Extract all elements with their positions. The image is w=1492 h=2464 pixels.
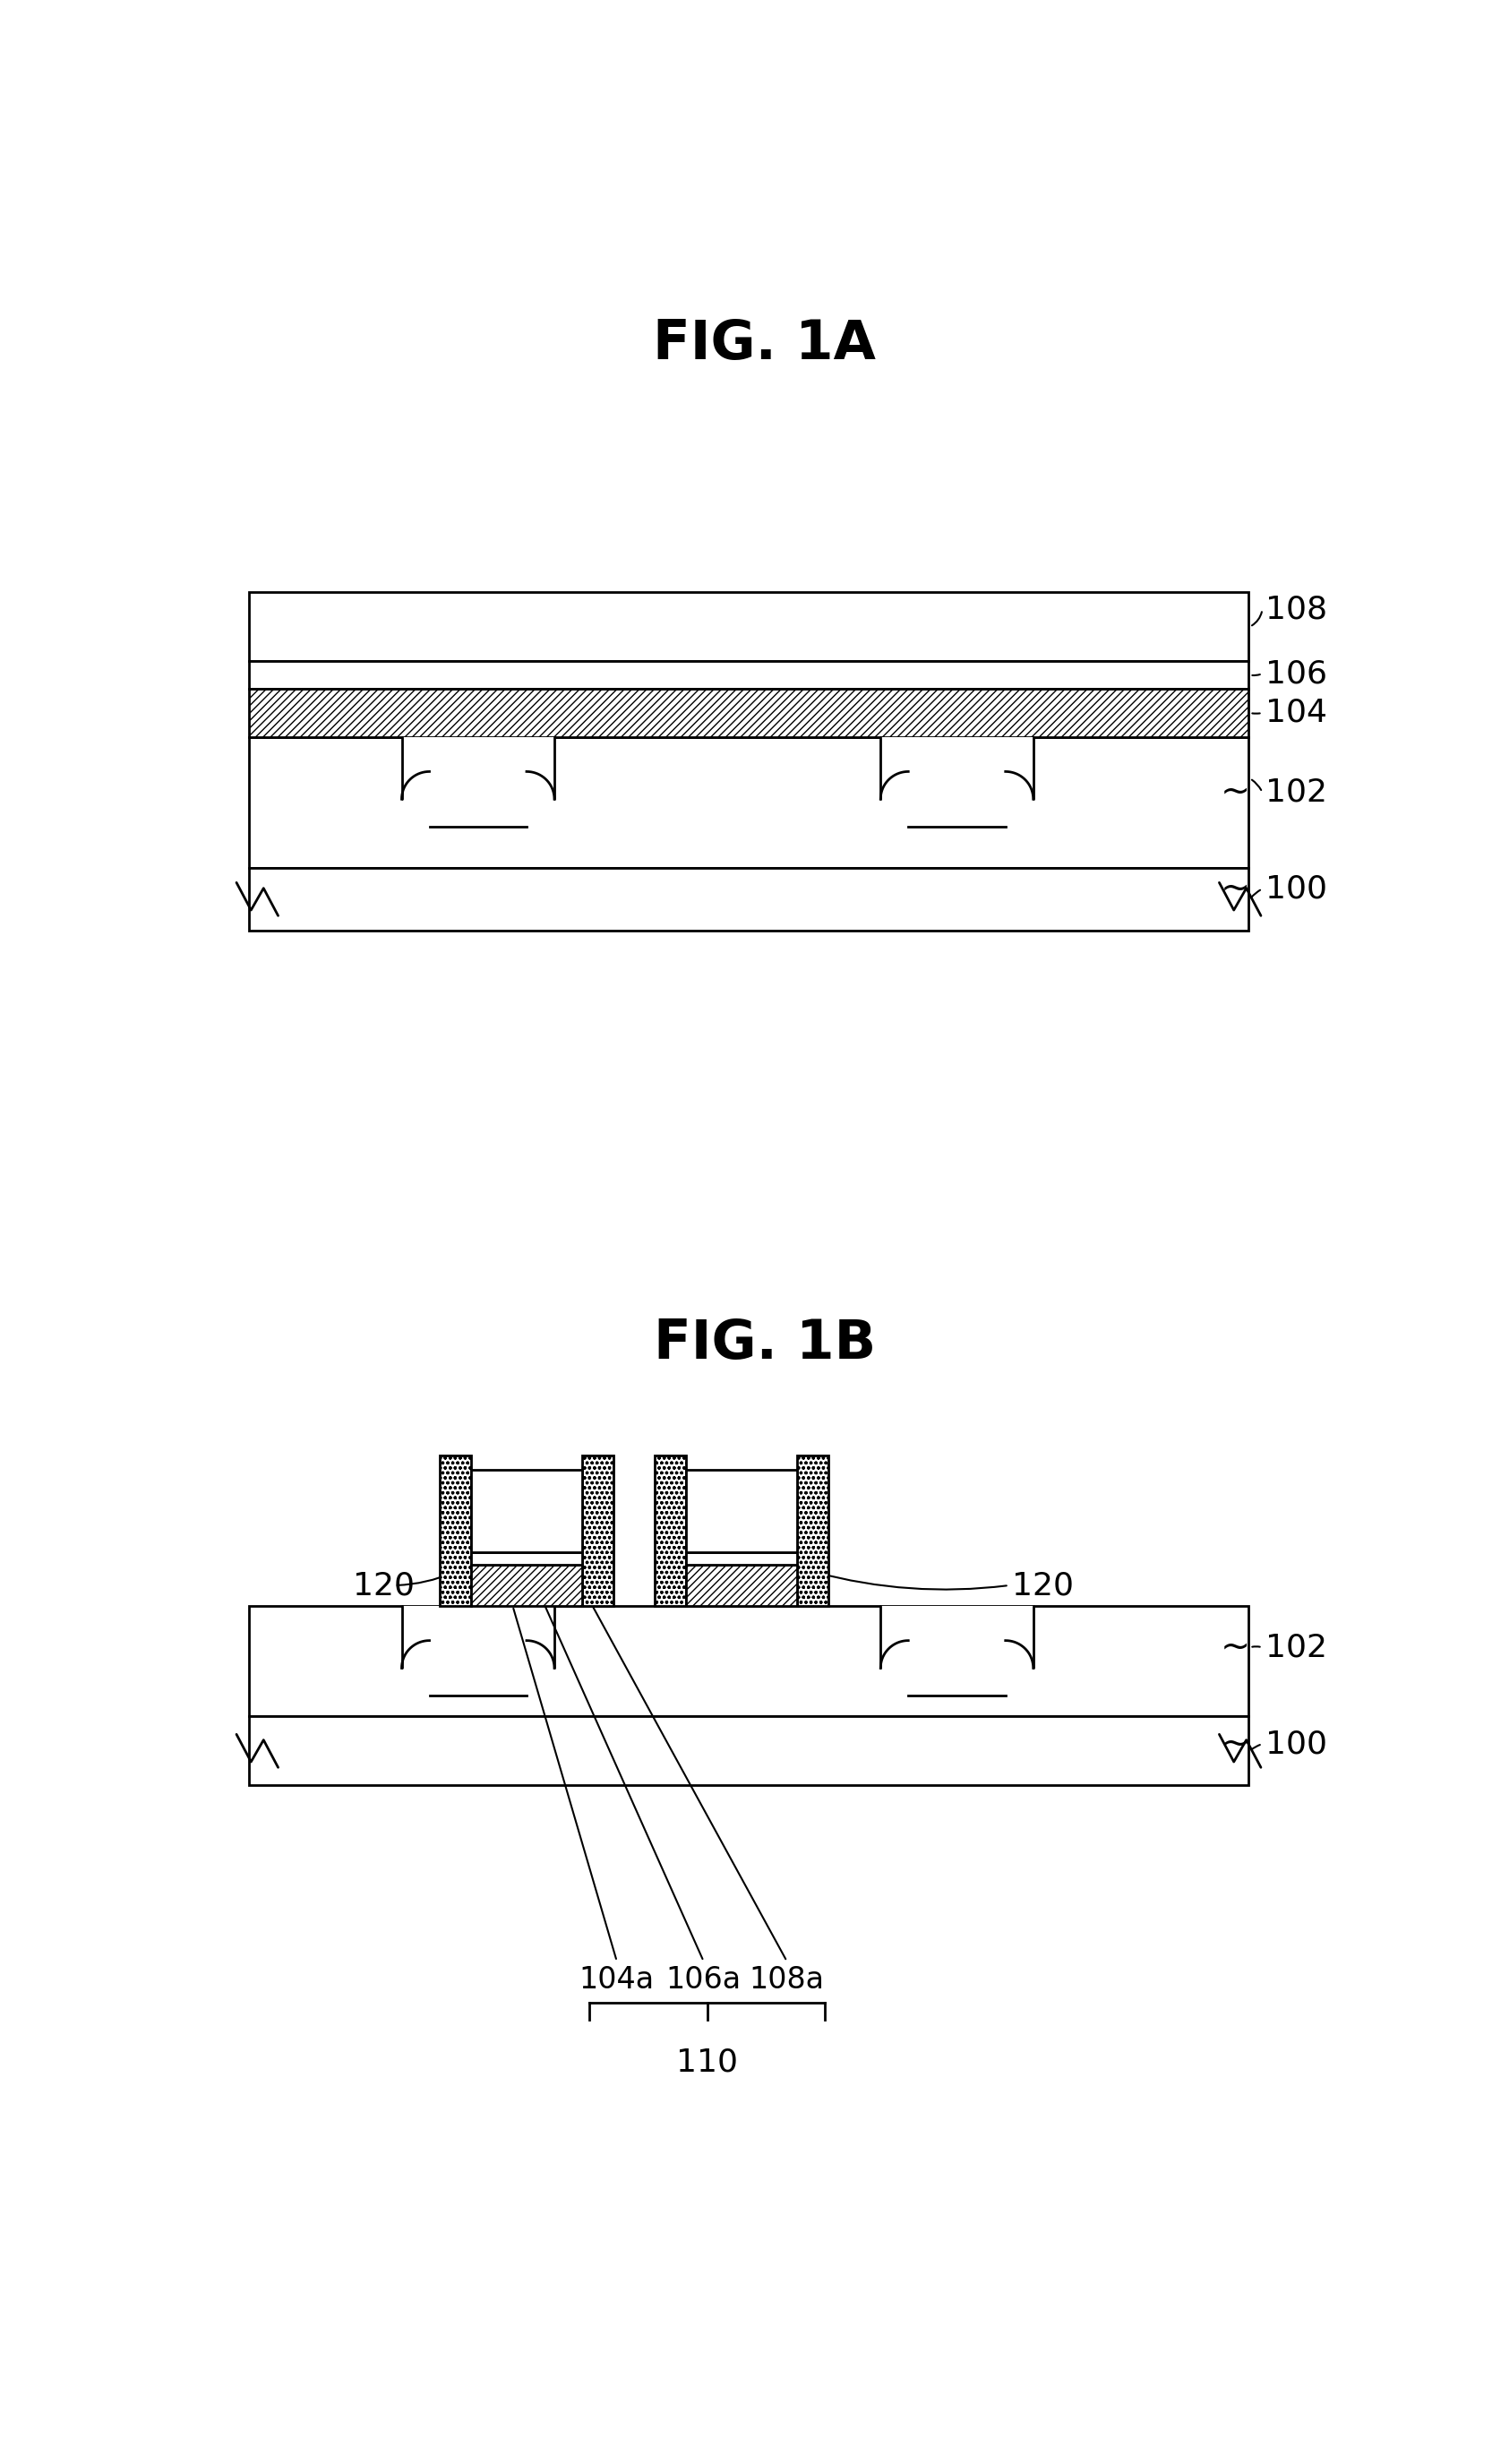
Bar xyxy=(880,737,1034,828)
Bar xyxy=(471,1565,582,1607)
Bar xyxy=(582,1456,613,1607)
Text: 104: 104 xyxy=(1265,697,1328,729)
Bar xyxy=(249,690,1249,737)
Bar xyxy=(249,867,1249,931)
Bar xyxy=(471,1552,582,1565)
Text: 106: 106 xyxy=(1265,658,1328,690)
Text: 102: 102 xyxy=(1265,1631,1328,1663)
Text: 108a: 108a xyxy=(749,1964,825,1993)
Bar xyxy=(440,1456,471,1607)
Text: ~: ~ xyxy=(1220,1727,1250,1762)
Text: 106a: 106a xyxy=(665,1964,742,1993)
Text: 100: 100 xyxy=(1265,875,1328,904)
Text: ~: ~ xyxy=(1220,774,1250,811)
Text: 104a: 104a xyxy=(579,1964,655,1993)
Bar xyxy=(686,1565,797,1607)
Bar xyxy=(686,1552,797,1565)
Text: ~: ~ xyxy=(1220,870,1250,907)
Bar xyxy=(686,1469,797,1552)
Text: 102: 102 xyxy=(1265,776,1328,808)
Bar xyxy=(249,591,1249,660)
Bar xyxy=(401,1607,555,1695)
Text: ~: ~ xyxy=(1220,1629,1250,1666)
Bar xyxy=(401,737,555,828)
Text: 108: 108 xyxy=(1265,594,1328,626)
Text: 120: 120 xyxy=(1013,1570,1074,1602)
Bar xyxy=(249,737,1249,867)
Bar xyxy=(249,1607,1249,1717)
Text: 110: 110 xyxy=(676,2048,739,2077)
Bar xyxy=(249,1717,1249,1786)
Bar xyxy=(655,1456,686,1607)
Bar xyxy=(797,1456,828,1607)
Bar xyxy=(249,660,1249,690)
Bar xyxy=(471,1469,582,1552)
Text: 100: 100 xyxy=(1265,1730,1328,1759)
Text: FIG. 1A: FIG. 1A xyxy=(653,318,876,370)
Bar xyxy=(880,1607,1034,1695)
Text: 120: 120 xyxy=(354,1570,415,1602)
Text: FIG. 1B: FIG. 1B xyxy=(653,1318,876,1370)
